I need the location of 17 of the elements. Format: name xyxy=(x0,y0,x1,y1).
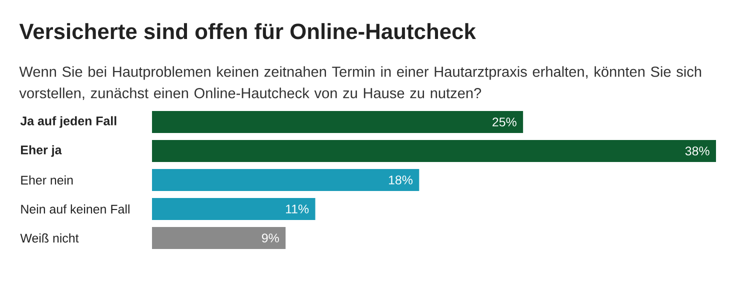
data-label: 18% xyxy=(388,176,413,184)
y-tick-label: Weiß nicht xyxy=(20,233,79,243)
data-label: 9% xyxy=(262,234,279,242)
chart-title: Versicherte sind offen für Online-Hautcheck xyxy=(19,23,476,40)
bar xyxy=(152,111,524,134)
bar xyxy=(152,169,420,192)
data-label: 25% xyxy=(492,118,516,126)
data-label: 38% xyxy=(685,146,710,156)
bar xyxy=(152,198,316,220)
y-tick-label: Nein auf keinen Fall xyxy=(21,204,130,214)
chart-subtitle: Wenn Sie bei Hautproblemen keinen zeitnahen Termin in einer Hautarztpraxis erhalten, könnten Sie sich vorstellen, zunächst einen Online-Hautcheck von zu Hause zu nutzen? xyxy=(19,66,702,100)
y-tick-label: Ja auf jeden Fall xyxy=(20,116,116,128)
y-tick-label: Eher ja xyxy=(21,145,62,157)
data-label: 11% xyxy=(286,204,309,214)
y-tick-label: Eher nein xyxy=(21,175,73,185)
bar xyxy=(152,227,286,249)
bar xyxy=(152,140,716,162)
